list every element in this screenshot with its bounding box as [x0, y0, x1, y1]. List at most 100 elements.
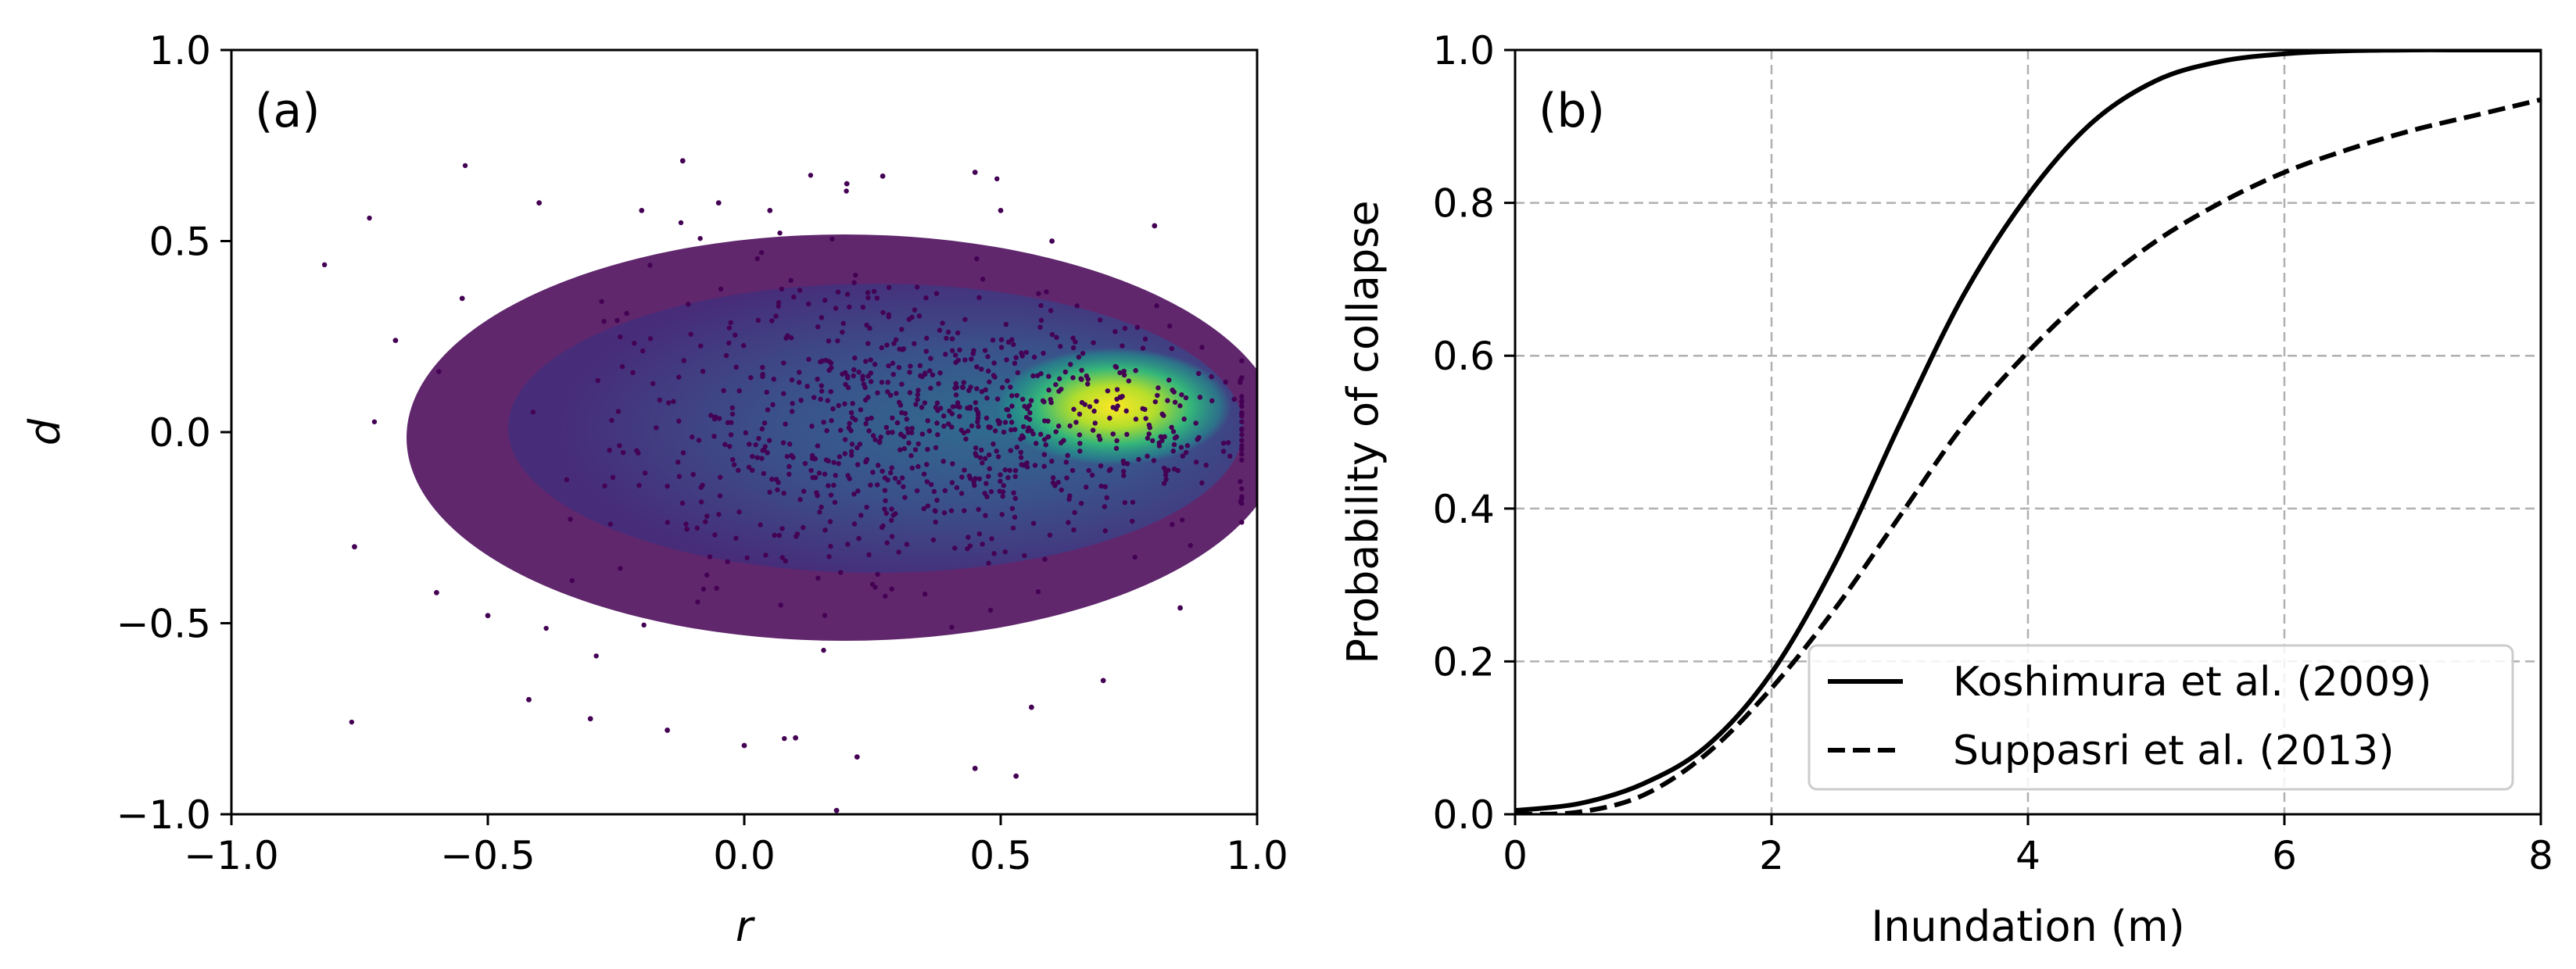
scatter-point	[840, 320, 846, 327]
scatter-point	[1169, 424, 1174, 431]
x-tick-label: 1.0	[1226, 833, 1288, 878]
x-axis-ticks-b: 0 2 4 6 8	[1503, 814, 2553, 878]
scatter-point	[1053, 381, 1059, 388]
scatter-point	[1003, 321, 1009, 327]
scatter-point	[1112, 363, 1118, 370]
outlier-point	[1177, 605, 1183, 611]
scatter-point	[823, 457, 829, 463]
scatter-point	[1045, 434, 1052, 440]
scatter-point	[760, 364, 765, 370]
scatter-point	[617, 443, 622, 449]
scatter-point	[941, 413, 947, 419]
scatter-point	[1162, 434, 1167, 440]
scatter-point	[1146, 431, 1152, 437]
scatter-point	[949, 480, 955, 485]
scatter-point	[786, 442, 793, 447]
scatter-point	[914, 284, 920, 290]
scatter-point	[798, 398, 804, 403]
scatter-point	[1077, 441, 1083, 446]
scatter-point	[865, 417, 870, 422]
scatter-point	[599, 299, 604, 304]
scatter-point	[784, 453, 790, 459]
scatter-point	[779, 286, 785, 292]
scatter-point	[930, 537, 937, 543]
scatter-point	[1084, 373, 1089, 379]
y-axis-ticks-a: 1.0 0.5 0.0 −0.5 −1.0	[116, 28, 231, 838]
scatter-point	[982, 456, 988, 461]
scatter-point	[1180, 453, 1186, 459]
scatter-point	[1034, 441, 1039, 446]
scatter-point	[866, 552, 872, 558]
scatter-point	[1006, 413, 1012, 419]
scatter-point	[770, 402, 776, 408]
scatter-point	[1002, 467, 1008, 473]
scatter-point	[865, 341, 871, 346]
scatter-point	[826, 554, 832, 560]
scatter-point	[916, 313, 923, 319]
scatter-point	[986, 452, 992, 458]
scatter-point	[822, 613, 828, 618]
scatter-point	[717, 493, 723, 499]
scatter-point	[765, 450, 770, 456]
scatter-point	[703, 519, 708, 524]
scatter-point	[1044, 289, 1049, 295]
scatter-point	[899, 409, 905, 416]
scatter-point	[950, 404, 956, 409]
scatter-point	[931, 488, 937, 495]
scatter-point	[949, 411, 955, 417]
legend-box	[1807, 644, 2514, 791]
scatter-point	[1220, 440, 1227, 446]
scatter-point	[897, 447, 903, 452]
scatter-point	[856, 369, 862, 375]
scatter-point	[743, 430, 748, 436]
scatter-point	[864, 456, 870, 463]
scatter-point	[933, 445, 939, 451]
scatter-point	[647, 263, 653, 268]
scatter-point	[1140, 406, 1145, 412]
scatter-point	[1070, 335, 1076, 341]
scatter-point	[862, 384, 868, 391]
scatter-point	[986, 560, 991, 566]
scatter-point	[883, 424, 889, 431]
outlier-point	[1028, 704, 1034, 710]
scatter-point	[678, 220, 684, 226]
scatter-point	[819, 388, 825, 394]
scatter-point	[1170, 521, 1175, 527]
scatter-point	[942, 488, 948, 493]
scatter-point	[867, 325, 872, 331]
outlier-point	[639, 207, 645, 213]
scatter-point	[917, 363, 923, 369]
scatter-point	[952, 352, 958, 358]
scatter-point	[618, 566, 623, 571]
scatter-point	[1114, 438, 1120, 444]
scatter-point	[1024, 464, 1030, 470]
scatter-point	[1046, 387, 1052, 393]
scatter-point	[1070, 375, 1076, 381]
scatter-point	[769, 477, 775, 482]
scatter-point	[976, 295, 982, 300]
scatter-point	[980, 460, 985, 466]
scatter-point	[761, 470, 766, 477]
scatter-point	[1089, 472, 1095, 478]
scatter-point	[1239, 486, 1245, 492]
scatter-point	[875, 390, 880, 395]
scatter-point	[1196, 370, 1202, 377]
scatter-point	[815, 575, 821, 581]
scatter-point	[609, 417, 614, 424]
scatter-point	[1145, 453, 1150, 459]
scatter-point	[868, 482, 873, 488]
scatter-point	[1005, 407, 1011, 413]
scatter-point	[998, 337, 1005, 342]
scatter-point	[1126, 378, 1132, 384]
y-tick-label: 0.4	[1432, 487, 1495, 532]
scatter-point	[1083, 484, 1089, 490]
scatter-point	[847, 476, 852, 481]
scatter-point	[907, 370, 912, 375]
scatter-point	[908, 452, 914, 459]
scatter-point	[889, 465, 894, 470]
scatter-point	[899, 475, 905, 481]
scatter-point	[943, 352, 948, 357]
scatter-point	[818, 359, 823, 365]
scatter-point	[1069, 467, 1076, 474]
